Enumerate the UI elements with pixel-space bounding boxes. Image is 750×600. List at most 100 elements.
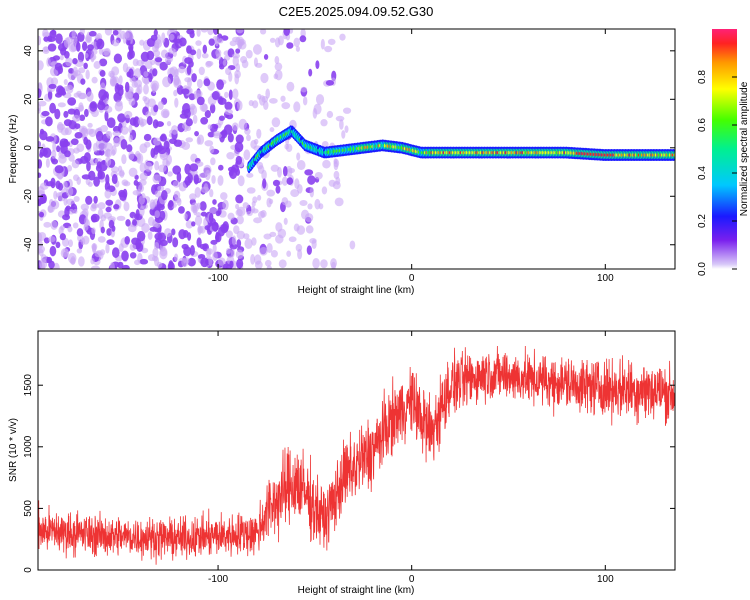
noise-speckle: [194, 186, 201, 198]
noise-speckle: [113, 53, 123, 64]
noise-speckle: [215, 231, 220, 242]
noise-speckle: [60, 90, 67, 96]
noise-speckle: [38, 231, 43, 243]
noise-speckle: [189, 49, 197, 56]
noise-speckle: [296, 225, 306, 235]
noise-speckle: [113, 137, 121, 148]
noise-speckle: [185, 125, 192, 132]
noise-speckle: [133, 116, 140, 128]
noise-speckle: [57, 102, 66, 108]
noise-speckle: [128, 124, 133, 134]
noise-speckle: [166, 154, 172, 165]
noise-speckle: [203, 164, 212, 176]
noise-speckle: [73, 195, 80, 202]
noise-speckle: [160, 49, 169, 59]
noise-speckle: [207, 29, 214, 36]
noise-speckle: [181, 109, 187, 116]
noise-speckle: [38, 35, 42, 46]
noise-speckle: [144, 60, 153, 70]
noise-speckle: [72, 57, 78, 65]
noise-speckle: [204, 110, 211, 119]
noise-speckle: [235, 134, 244, 144]
noise-speckle: [176, 197, 182, 206]
noise-speckle: [173, 139, 183, 147]
noise-speckle: [235, 249, 244, 260]
noise-speckle: [100, 226, 105, 234]
noise-speckle: [77, 51, 85, 63]
noise-speckle: [46, 256, 52, 264]
noise-speckle: [176, 171, 182, 183]
top-x-tick-label: -100: [208, 273, 228, 284]
noise-speckle: [282, 165, 288, 177]
noise-speckle: [196, 202, 201, 210]
noise-speckle: [222, 221, 229, 232]
noise-speckle: [123, 181, 131, 187]
noise-speckle: [86, 161, 91, 172]
noise-speckle: [196, 78, 203, 89]
noise-speckle: [153, 29, 158, 37]
noise-speckle: [269, 97, 278, 104]
noise-speckle: [228, 89, 233, 100]
noise-speckle: [105, 156, 112, 167]
noise-speckle: [83, 152, 91, 163]
noise-speckle: [120, 139, 128, 150]
noise-speckle: [275, 185, 281, 194]
noise-speckle: [224, 91, 229, 99]
noise-speckle: [46, 57, 51, 67]
noise-speckle: [121, 250, 129, 262]
noise-speckle: [153, 147, 159, 155]
noise-speckle: [154, 216, 164, 223]
noise-speckle: [173, 74, 180, 86]
noise-speckle: [89, 101, 98, 112]
noise-speckle: [137, 84, 143, 95]
noise-speckle: [184, 163, 192, 175]
noise-speckle: [54, 165, 64, 174]
noise-speckle: [116, 84, 124, 91]
noise-speckle: [159, 61, 168, 71]
noise-speckle: [65, 57, 73, 67]
noise-speckle: [59, 233, 66, 241]
noise-speckle: [73, 208, 78, 215]
noise-speckle: [216, 79, 224, 91]
colorbar-tick-label: 0.4: [697, 166, 708, 180]
noise-speckle: [311, 239, 317, 249]
noise-speckle: [251, 237, 257, 246]
noise-speckle: [159, 134, 167, 142]
noise-speckle: [178, 206, 185, 214]
noise-speckle: [143, 133, 152, 142]
noise-speckle: [181, 243, 189, 250]
noise-speckle: [42, 147, 52, 158]
noise-speckle: [123, 110, 133, 119]
noise-speckle: [128, 151, 135, 161]
noise-speckle: [270, 249, 278, 258]
noise-speckle: [246, 134, 251, 142]
noise-speckle: [139, 39, 145, 46]
noise-speckle: [191, 221, 196, 227]
noise-speckle: [170, 228, 176, 236]
noise-speckle: [320, 259, 328, 269]
noise-speckle: [212, 199, 217, 205]
noise-speckle: [245, 49, 253, 59]
noise-speckle: [76, 41, 81, 52]
noise-speckle: [189, 193, 197, 201]
noise-speckle: [293, 101, 301, 113]
noise-speckle: [185, 137, 194, 143]
noise-speckle: [90, 257, 95, 265]
noise-speckle: [163, 140, 170, 150]
noise-speckle: [320, 38, 325, 50]
noise-speckle: [211, 91, 220, 101]
noise-speckle: [45, 181, 55, 187]
noise-speckle: [152, 68, 158, 77]
noise-speckle: [71, 159, 80, 169]
noise-speckle: [256, 161, 264, 170]
noise-speckle: [194, 130, 199, 137]
noise-speckle: [65, 186, 74, 197]
noise-speckle: [142, 95, 148, 102]
noise-speckle: [236, 258, 244, 269]
noise-speckle: [129, 243, 137, 251]
noise-speckle: [278, 259, 287, 269]
noise-speckle: [280, 95, 286, 102]
noise-speckle: [208, 212, 214, 224]
noise-speckle: [132, 219, 137, 227]
noise-speckle: [83, 136, 89, 146]
